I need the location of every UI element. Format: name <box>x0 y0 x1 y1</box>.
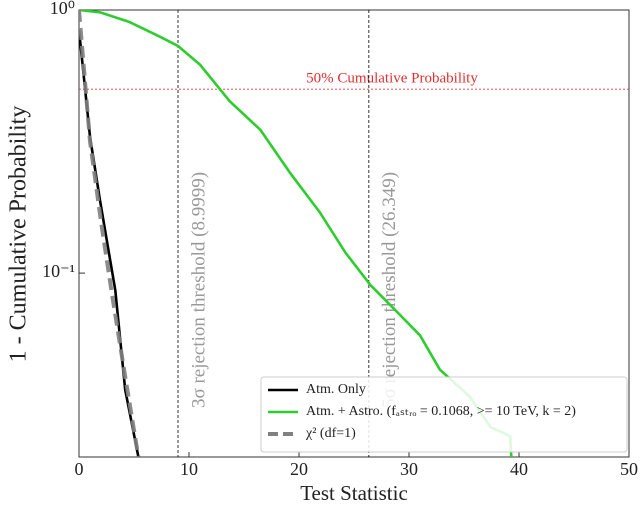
plot-frame <box>78 9 630 458</box>
x-tick-label: 30 <box>400 459 418 479</box>
reference-label: 50% Cumulative Probability <box>306 71 478 87</box>
data-line <box>79 10 141 457</box>
threshold-label: 5σ rejection threshold (26.349) <box>379 172 400 408</box>
x-tick-label: 50 <box>620 459 638 479</box>
y-tick-label: 10⁰ <box>50 0 75 18</box>
x-tick-label: 10 <box>180 459 198 479</box>
legend-label: Atm. Only <box>306 382 366 397</box>
y-axis-label: 1 - Cumulative Probability <box>6 106 32 363</box>
legend-box <box>260 376 628 453</box>
legend-label: Atm. + Astro. (fₐₛₜᵣₒ = 0.1068, >= 10 Te… <box>306 404 576 419</box>
x-tick-label: 0 <box>75 459 84 479</box>
legend-label: χ² (df=1) <box>305 426 356 441</box>
x-axis-label: Test Statistic <box>300 481 408 505</box>
y-tick-label: 10⁻¹ <box>42 261 75 281</box>
x-tick-label: 40 <box>510 459 528 479</box>
x-tick-label: 20 <box>290 459 308 479</box>
threshold-label: 3σ rejection threshold (8.9999) <box>188 172 209 408</box>
